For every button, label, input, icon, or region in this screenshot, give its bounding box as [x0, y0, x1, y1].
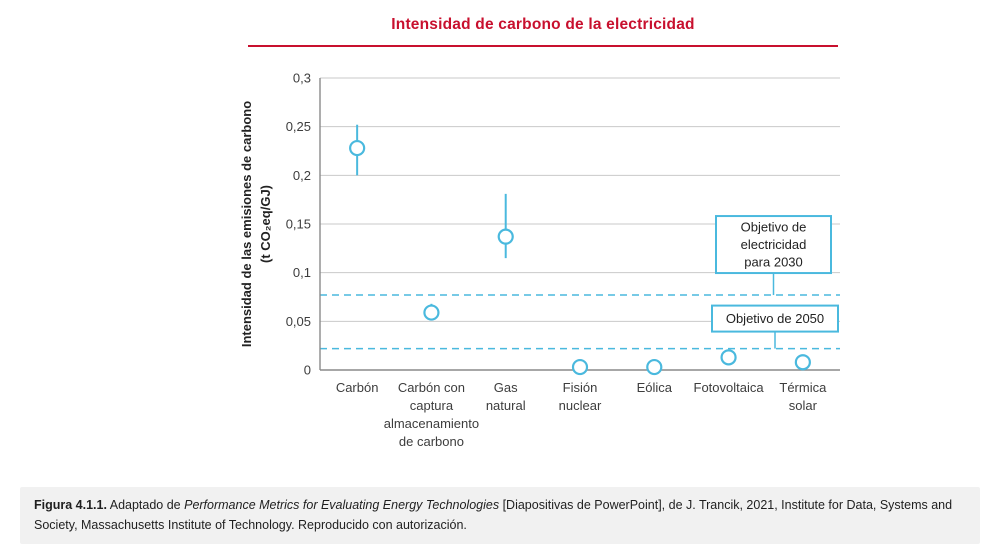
- figure-caption: Figura 4.1.1. Adaptado de Performance Me…: [20, 487, 980, 544]
- target-box-label: Objetivo de 2050: [726, 311, 824, 326]
- y-tick-label: 0,1: [293, 265, 311, 280]
- target-box-label: para 2030: [744, 255, 803, 270]
- target-box: [711, 304, 839, 333]
- chart-title-block: Intensidad de carbono de la electricidad: [248, 16, 838, 47]
- y-axis-label: (t CO₂eq/GJ): [258, 185, 273, 263]
- x-category-label: solar: [789, 398, 818, 413]
- target-box: [715, 215, 832, 275]
- data-point: [423, 304, 440, 321]
- data-point: [349, 139, 366, 157]
- chart-title: Intensidad de carbono de la electricidad: [391, 16, 695, 33]
- caption-text-after: [Diapositivas de PowerPoint], de J. Tran…: [34, 498, 953, 532]
- x-category-label: Fisión: [563, 380, 598, 395]
- figure-label: Figura 4.1.1.: [34, 498, 107, 513]
- x-category-label: almacenamiento: [384, 416, 479, 431]
- x-category-label: de carbono: [399, 434, 464, 449]
- y-tick-label: 0,3: [293, 71, 311, 86]
- caption-text-before: Adaptado de: [106, 498, 185, 513]
- carbon-intensity-chart: 0 0,05 0,1 0,15 0,2 0,25 0,3 Carbón Carbón con ca…: [239, 71, 840, 449]
- target-box-label: Objetivo de: [741, 220, 807, 235]
- data-point: [794, 354, 811, 371]
- y-axis-label: Intensidad de las emisiones de carbono: [239, 101, 254, 347]
- y-tick-label: 0,05: [286, 314, 311, 329]
- data-point: [571, 358, 589, 376]
- target-box-label: electricidad: [741, 237, 807, 252]
- x-category-label: Fotovoltaica: [694, 380, 765, 395]
- y-tick-label: 0,25: [286, 119, 311, 134]
- caption-work-title: Performance Metrics for Evaluating Energ…: [184, 498, 500, 513]
- x-category-label: Térmica: [779, 380, 827, 395]
- x-category-label: Carbón con: [398, 380, 465, 395]
- y-tick-label: 0,15: [286, 217, 311, 232]
- x-category-label: Carbón: [336, 380, 379, 395]
- y-tick-label: 0: [304, 363, 311, 378]
- x-category-label: captura: [410, 398, 454, 413]
- data-point: [497, 228, 514, 245]
- data-point: [720, 349, 737, 366]
- x-category-label: nuclear: [559, 398, 602, 413]
- y-tick-label: 0,2: [293, 168, 311, 183]
- x-category-label: Eólica: [637, 380, 673, 395]
- data-point: [646, 358, 663, 376]
- x-category-label: Gas: [494, 380, 518, 395]
- x-category-label: natural: [486, 398, 526, 413]
